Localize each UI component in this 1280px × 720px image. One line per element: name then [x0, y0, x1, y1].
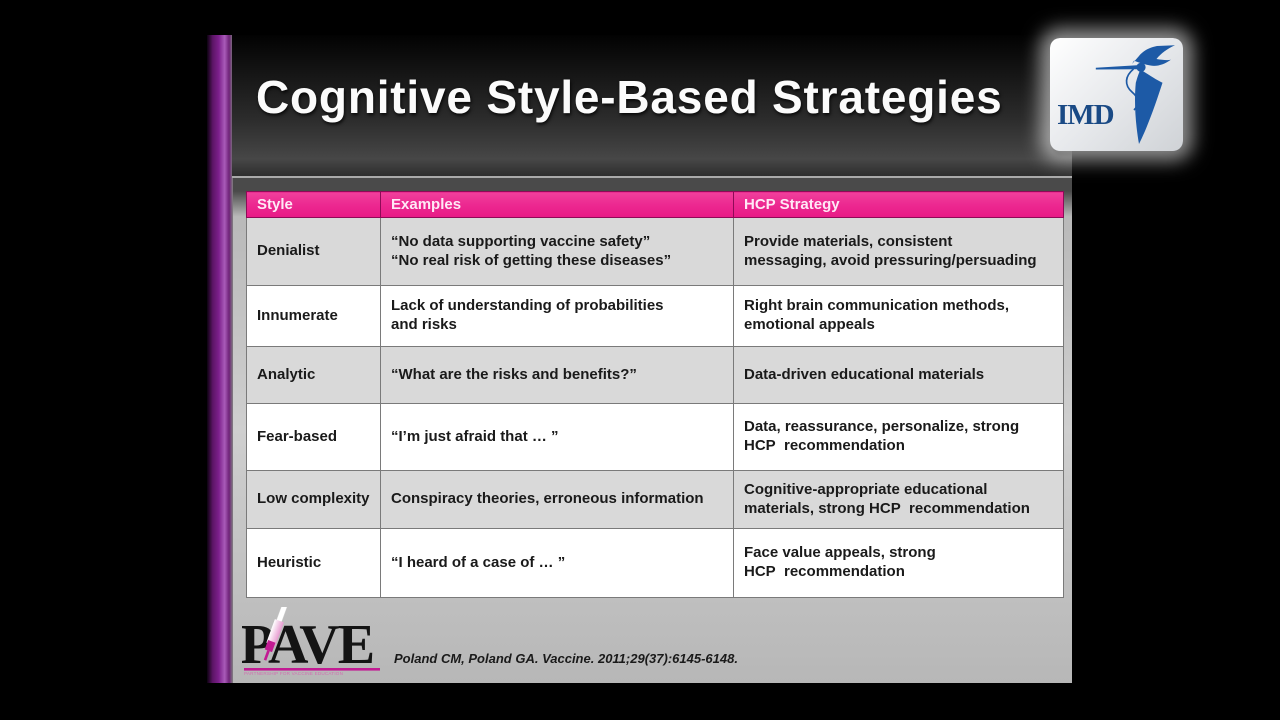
svg-text:PARTNERSHIP FOR VACCINE EDUCAT: PARTNERSHIP FOR VACCINE EDUCATION [244, 671, 343, 676]
svg-text:PAVE: PAVE [242, 614, 373, 676]
svg-text:IMD: IMD [1057, 99, 1114, 131]
